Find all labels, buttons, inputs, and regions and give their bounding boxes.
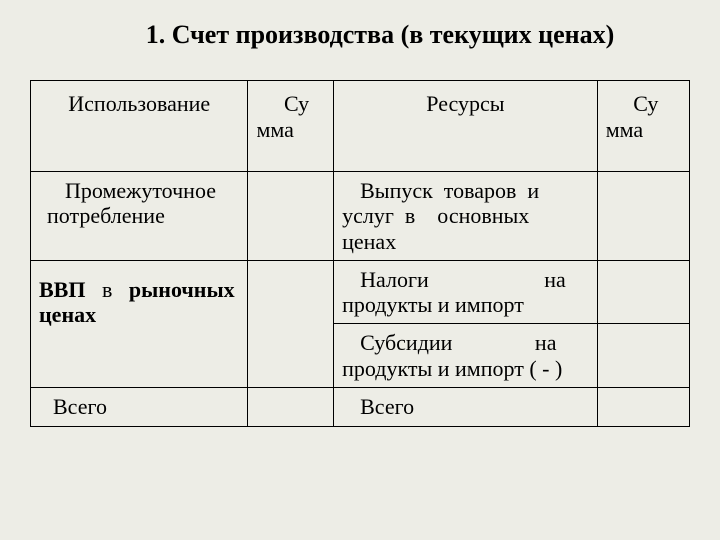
cell-gdp: ВВП в рыночных ценах bbox=[31, 260, 248, 387]
cell-text: Налоги на продукты и импорт bbox=[342, 267, 589, 318]
page-title: 1. Счет производства (в текущих ценах) bbox=[30, 20, 690, 50]
cell-text: Промежуточное потребление bbox=[47, 178, 239, 229]
header-sum1: Сумма bbox=[248, 81, 334, 172]
cell-subsidies: Субсидии на продукты и импорт ( - ) bbox=[334, 324, 598, 388]
cell-empty bbox=[248, 388, 334, 427]
cell-empty bbox=[597, 172, 689, 261]
cell-output-goods: Выпуск товаров и услуг в основных ценах bbox=[334, 172, 598, 261]
table-row: Всего Всего bbox=[31, 388, 690, 427]
table-header-row: Использование Сумма Ресурсы Сумма bbox=[31, 81, 690, 172]
cell-total-resources: Всего bbox=[334, 388, 598, 427]
table-row: ВВП в рыночных ценах Налоги на продукты … bbox=[31, 260, 690, 324]
cell-empty bbox=[597, 324, 689, 388]
cell-text: ВВП в рыночных ценах bbox=[39, 277, 239, 328]
header-usage: Использование bbox=[31, 81, 248, 172]
cell-total-usage: Всего bbox=[31, 388, 248, 427]
cell-intermediate-consumption: Промежуточное потребление bbox=[31, 172, 248, 261]
cell-text: Субсидии на продукты и импорт ( - ) bbox=[342, 330, 589, 381]
header-resources: Ресурсы bbox=[334, 81, 598, 172]
cell-text: Выпуск товаров и услуг в основных ценах bbox=[342, 178, 589, 254]
header-sum2: Сумма bbox=[597, 81, 689, 172]
cell-empty bbox=[597, 260, 689, 324]
production-account-table: Использование Сумма Ресурсы Сумма Промеж… bbox=[30, 80, 690, 427]
table-row: Промежуточное потребление Выпуск товаров… bbox=[31, 172, 690, 261]
cell-empty bbox=[248, 172, 334, 261]
cell-empty bbox=[248, 260, 334, 387]
cell-taxes: Налоги на продукты и импорт bbox=[334, 260, 598, 324]
cell-empty bbox=[597, 388, 689, 427]
